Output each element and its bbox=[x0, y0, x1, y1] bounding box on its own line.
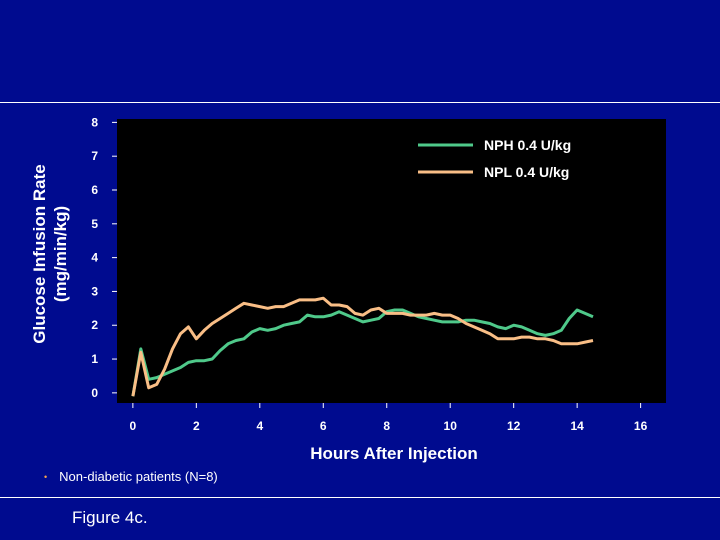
y-tick-label: 6 bbox=[91, 183, 98, 197]
x-axis: 0 2 4 6 8 10 12 14 16 bbox=[130, 403, 648, 433]
legend-label: NPL 0.4 U/kg bbox=[484, 164, 569, 180]
x-tick-label: 2 bbox=[193, 419, 200, 433]
series-lines bbox=[131, 296, 594, 397]
x-tick-label: 0 bbox=[130, 419, 137, 433]
x-tick-label: 10 bbox=[444, 419, 458, 433]
y-axis-title-line: (mg/min/kg) bbox=[51, 206, 70, 302]
y-tick-label: 3 bbox=[91, 284, 98, 298]
series-line bbox=[131, 308, 594, 397]
y-axis-title: Glucose Infusion Rate (mg/min/kg) bbox=[30, 164, 70, 343]
y-tick-label: 2 bbox=[91, 318, 98, 332]
footnote: • Non-diabetic patients (N=8) bbox=[44, 469, 218, 484]
y-axis: 0 1 2 3 4 5 6 7 8 bbox=[91, 115, 117, 400]
y-tick-label: 7 bbox=[91, 149, 98, 163]
figure-caption: Figure 4c. bbox=[72, 508, 148, 527]
x-tick-label: 4 bbox=[256, 419, 263, 433]
y-tick-label: 0 bbox=[91, 386, 98, 400]
y-tick-label: 1 bbox=[91, 352, 98, 366]
bullet-icon: • bbox=[44, 471, 48, 482]
y-tick-label: 4 bbox=[91, 251, 98, 265]
x-tick-label: 12 bbox=[507, 419, 521, 433]
x-tick-label: 6 bbox=[320, 419, 327, 433]
y-tick-label: 8 bbox=[91, 115, 98, 129]
x-tick-label: 16 bbox=[634, 419, 648, 433]
y-tick-label: 5 bbox=[91, 217, 98, 231]
legend-label: NPH 0.4 U/kg bbox=[484, 137, 571, 153]
x-axis-title: Hours After Injection bbox=[310, 444, 478, 463]
y-axis-title-line: Glucose Infusion Rate bbox=[30, 164, 49, 343]
series-line bbox=[131, 296, 594, 397]
legend: NPH 0.4 U/kg NPL 0.4 U/kg bbox=[418, 137, 571, 180]
x-tick-label: 14 bbox=[570, 419, 584, 433]
top-divider-line bbox=[0, 102, 720, 103]
x-tick-label: 8 bbox=[383, 419, 390, 433]
bottom-divider-line bbox=[0, 497, 720, 498]
footnote-text: Non-diabetic patients (N=8) bbox=[59, 469, 218, 484]
plot-area bbox=[117, 119, 666, 403]
